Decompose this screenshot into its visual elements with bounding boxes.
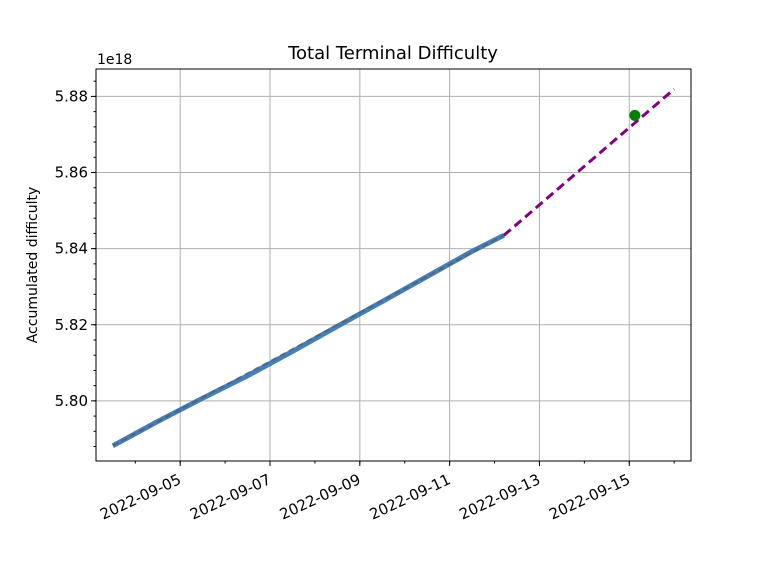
y-tick-label: 5.86 [55, 164, 88, 182]
x-tick-label: 2022-09-13 [457, 470, 544, 523]
y-tick-label: 5.82 [55, 316, 88, 334]
y-tick-label: 5.88 [55, 87, 88, 105]
y-tick-label: 5.80 [55, 392, 88, 410]
plot-frame [95, 68, 692, 462]
chart-title: Total Terminal Difficulty [287, 43, 498, 64]
y-axis: 5.80 5.82 5.84 5.86 5.88 [55, 80, 96, 448]
x-tick-label: 2022-09-11 [367, 470, 454, 523]
target-marker [629, 109, 641, 121]
x-tick-label: 2022-09-09 [277, 470, 364, 523]
x-tick-label: 2022-09-07 [187, 470, 274, 523]
y-offset-label: 1e18 [97, 52, 132, 68]
extrapolation-line [502, 88, 676, 237]
fit-line [112, 234, 505, 447]
grid [96, 69, 691, 461]
x-tick-label: 2022-09-15 [546, 470, 633, 523]
data-series [111, 88, 676, 448]
y-axis-label: Accumulated difficulty [25, 187, 41, 344]
x-axis: 2022-09-05 2022-09-07 2022-09-09 2022-09-11… [97, 461, 675, 523]
y-tick-label: 5.84 [55, 240, 88, 258]
x-tick-label: 2022-09-05 [97, 470, 184, 523]
